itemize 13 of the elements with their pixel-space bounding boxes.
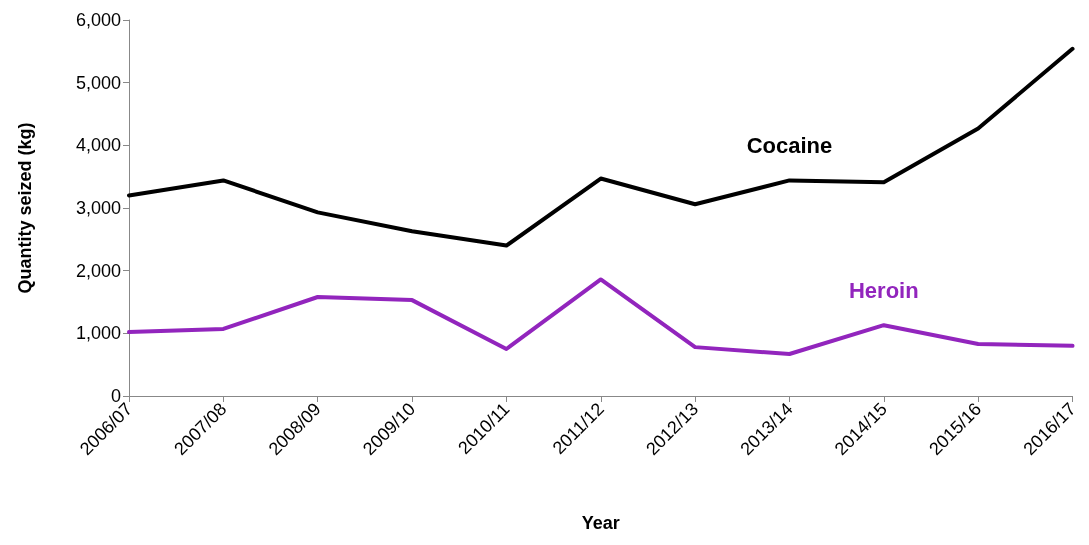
y-tick-label: 2,000 — [75, 260, 121, 281]
y-axis-title: Quantity seized (kg) — [15, 122, 35, 294]
series-label: Heroin — [848, 277, 919, 303]
x-axis-title: Year — [581, 513, 620, 533]
y-tick-label: 6,000 — [75, 10, 121, 30]
y-tick-label: 1,000 — [75, 323, 121, 344]
y-tick-label: 3,000 — [75, 198, 121, 218]
y-tick-label: 4,000 — [75, 135, 121, 156]
series-label: Cocaine — [746, 132, 833, 158]
y-tick-label: 5,000 — [75, 72, 121, 93]
line-series — [127, 277, 1075, 357]
y-tick-label: 0 — [110, 386, 121, 406]
line-series — [127, 46, 1075, 248]
